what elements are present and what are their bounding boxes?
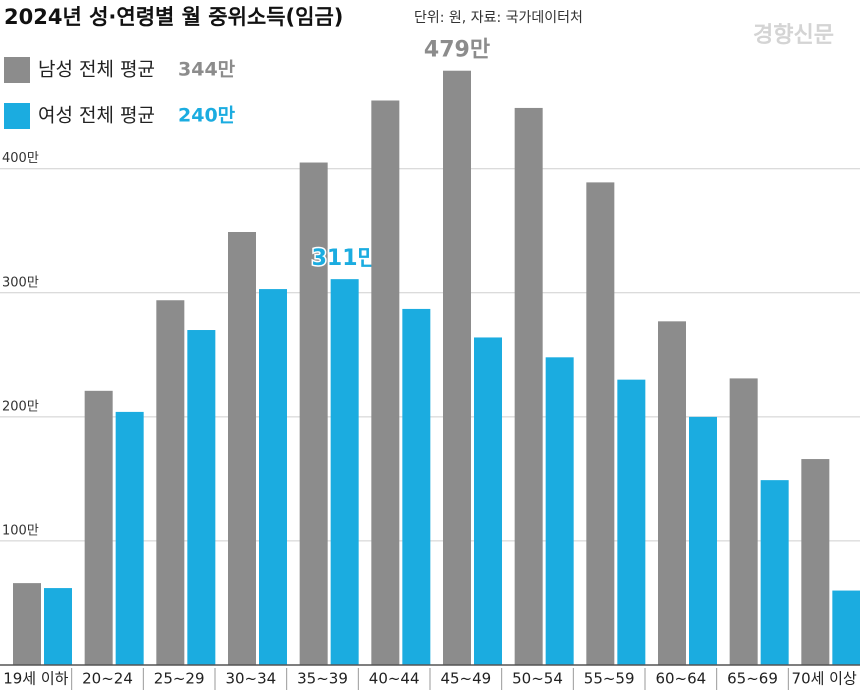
bar: [330, 279, 359, 665]
legend-average: 344만: [178, 59, 236, 81]
bar: [259, 289, 287, 665]
x-tick-label: 20~24: [82, 670, 133, 688]
y-tick-label: 400만: [2, 151, 39, 166]
value-label: 479만: [424, 38, 490, 63]
value-label: 311만: [312, 246, 378, 271]
bar: [13, 583, 41, 665]
legend-average: 240만: [178, 105, 236, 127]
x-tick-label: 50~54: [512, 670, 563, 688]
x-tick-label: 60~64: [655, 670, 706, 688]
x-tick-label: 19세 이하: [3, 670, 68, 688]
bar: [474, 337, 502, 665]
bar: [514, 107, 543, 666]
x-tick-label: 55~59: [584, 670, 635, 688]
bar: [371, 100, 400, 666]
y-tick-label: 200만: [2, 399, 39, 414]
bar: [729, 378, 758, 665]
x-tick-label: 25~29: [154, 670, 205, 688]
bar: [84, 390, 113, 665]
x-tick-label: 30~34: [225, 670, 276, 688]
bar: [658, 321, 686, 665]
chart-title: 2024년 성·연령별 월 중위소득(임금): [4, 5, 343, 29]
bar: [115, 411, 144, 665]
source-watermark: 경향신문: [753, 23, 834, 48]
chart-subtitle: 단위: 원, 자료: 국가데이터처: [414, 10, 583, 26]
bar: [402, 308, 431, 665]
x-tick-label: 45~49: [440, 670, 491, 688]
legend-swatch: [4, 57, 30, 83]
x-tick-label: 40~44: [369, 670, 420, 688]
bar: [586, 182, 615, 666]
x-tick-label: 70세 이상: [792, 670, 857, 688]
y-tick-label: 300만: [2, 275, 39, 290]
bar: [617, 379, 646, 665]
bar: [760, 480, 789, 665]
bar: [832, 590, 860, 665]
bar: [299, 162, 328, 665]
bar: [443, 70, 471, 666]
x-tick-label: 65~69: [727, 670, 778, 688]
bar: [44, 588, 72, 665]
legend-label: 여성 전체 평균: [38, 105, 155, 127]
bar: [228, 232, 256, 665]
y-tick-label: 100만: [2, 523, 39, 538]
bar: [545, 357, 574, 665]
bar: [187, 330, 216, 665]
x-tick-label: 35~39: [297, 670, 348, 688]
bar: [689, 416, 717, 665]
bar: [156, 300, 185, 665]
legend-label: 남성 전체 평균: [38, 59, 155, 81]
bar: [801, 459, 830, 665]
legend-swatch: [4, 103, 30, 129]
